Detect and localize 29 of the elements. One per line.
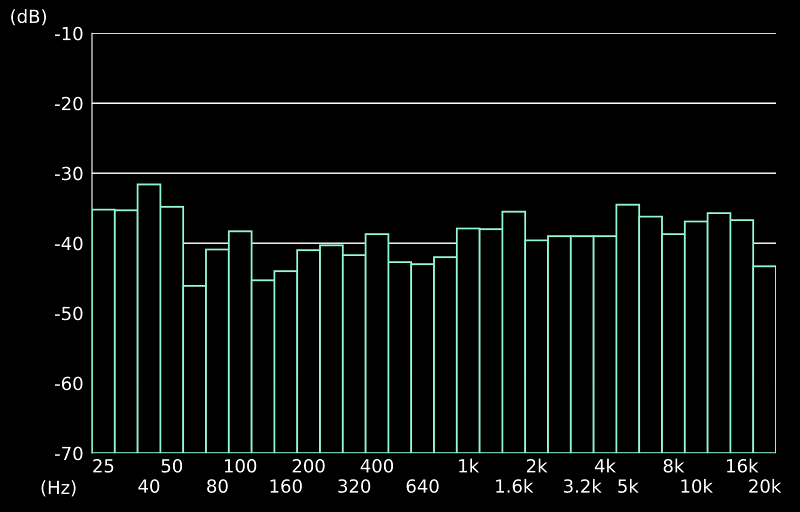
y-tick-label: -10	[55, 26, 82, 40]
x-tick-label: 640	[406, 479, 439, 493]
x-tick-label: 1k	[459, 458, 480, 472]
x-tick-label: 2k	[526, 458, 548, 472]
x-tick-label: 8k	[664, 458, 684, 473]
x-tick-label: 10k	[681, 478, 713, 493]
x-tick-label: 16k	[727, 458, 758, 473]
x-tick-label: 1.6k	[496, 478, 534, 493]
y-tick-label: -30	[55, 166, 82, 180]
y-tick-label: -40	[55, 236, 82, 250]
x-axis-title: (Hz)	[42, 480, 76, 496]
x-tick-label: 200	[292, 458, 325, 473]
x-tick-label: 25	[93, 458, 114, 473]
y-tick-label: -20	[55, 96, 82, 110]
y-tick-label: -60	[55, 376, 82, 390]
y-tick-label: -70	[55, 446, 82, 460]
x-tick-label: 3.2k	[564, 478, 602, 493]
y-axis-title: (dB)	[11, 9, 46, 26]
x-tick-label: 50	[162, 458, 182, 473]
y-tick-label: -50	[55, 306, 82, 320]
x-tick-label: 160	[270, 479, 302, 493]
x-tick-label: 4k	[594, 458, 616, 472]
x-tick-label: 320	[338, 479, 370, 493]
x-tick-label: 5k	[618, 478, 639, 493]
x-tick-label: 400	[360, 458, 394, 473]
x-tick-label: 100	[224, 458, 256, 473]
x-tick-label: 80	[207, 479, 228, 493]
x-tick-label: 20k	[749, 478, 782, 493]
x-tick-label: 40	[138, 479, 160, 493]
